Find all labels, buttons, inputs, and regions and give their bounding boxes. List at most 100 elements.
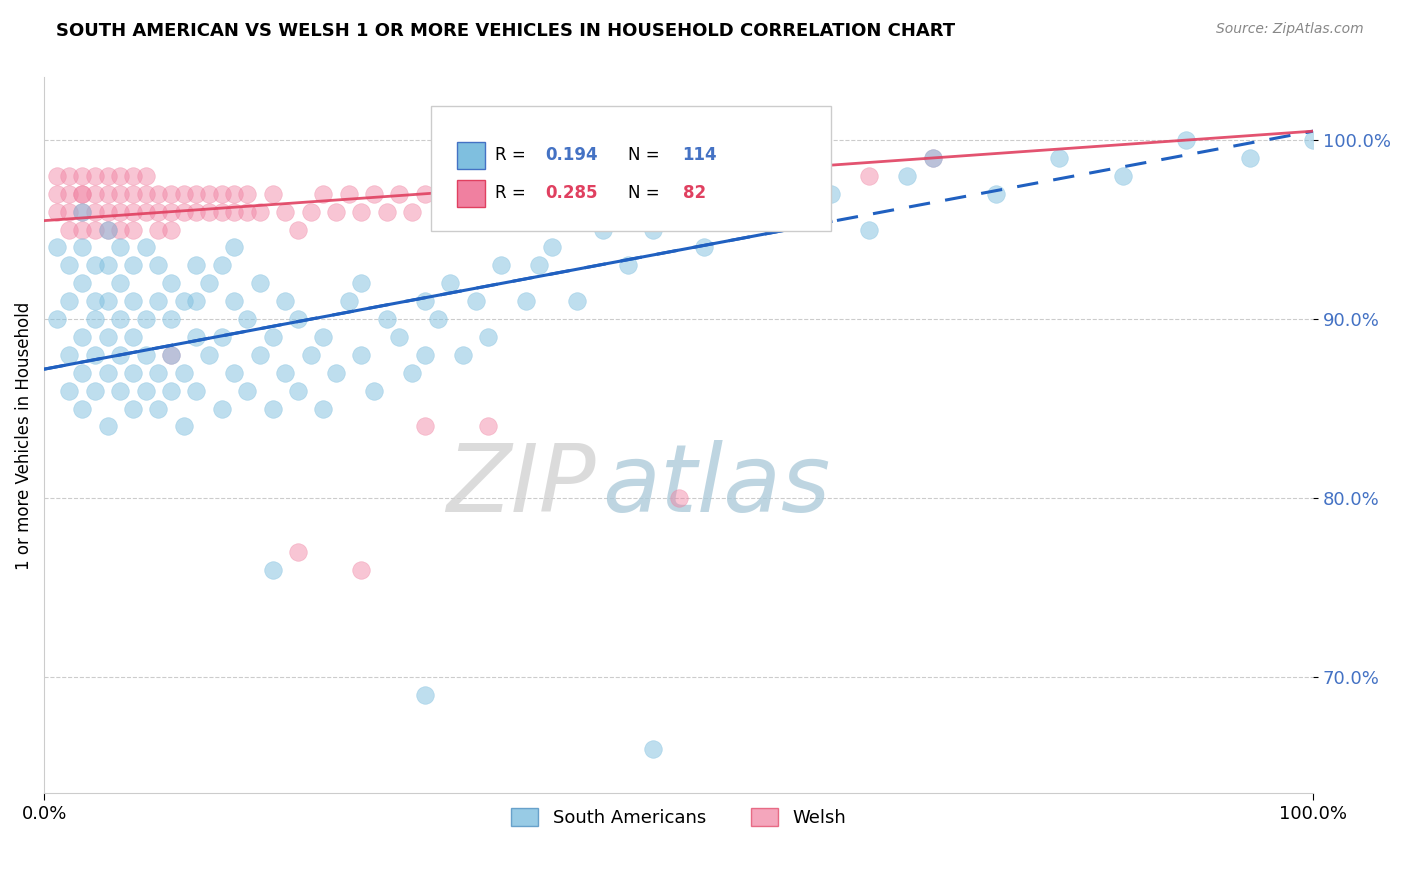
Text: N =: N = bbox=[628, 146, 665, 164]
Point bbox=[122, 401, 145, 416]
Point bbox=[160, 348, 183, 362]
Point bbox=[299, 348, 322, 362]
Point bbox=[1302, 133, 1324, 147]
Point bbox=[70, 169, 93, 183]
Point bbox=[97, 222, 120, 236]
Point bbox=[363, 384, 385, 398]
Point bbox=[198, 186, 221, 201]
Point bbox=[83, 384, 105, 398]
Y-axis label: 1 or more Vehicles in Household: 1 or more Vehicles in Household bbox=[15, 301, 32, 569]
Point bbox=[375, 312, 398, 326]
Point bbox=[160, 186, 183, 201]
Point bbox=[794, 151, 817, 165]
Point bbox=[211, 401, 233, 416]
Point bbox=[375, 204, 398, 219]
Point bbox=[83, 222, 105, 236]
Point bbox=[236, 312, 259, 326]
Point bbox=[110, 312, 132, 326]
Point bbox=[83, 204, 105, 219]
Point bbox=[731, 204, 754, 219]
Point bbox=[45, 169, 67, 183]
Point bbox=[211, 186, 233, 201]
Point bbox=[489, 186, 512, 201]
Point bbox=[287, 545, 309, 559]
Point bbox=[287, 384, 309, 398]
Point bbox=[135, 169, 157, 183]
Text: 82: 82 bbox=[682, 184, 706, 202]
Point bbox=[515, 294, 537, 309]
Point bbox=[464, 186, 486, 201]
Point bbox=[693, 240, 716, 254]
Point bbox=[58, 186, 80, 201]
Point bbox=[83, 294, 105, 309]
Point bbox=[565, 186, 588, 201]
Point bbox=[668, 491, 690, 505]
Point bbox=[160, 384, 183, 398]
Point bbox=[249, 348, 271, 362]
Point bbox=[58, 169, 80, 183]
Point bbox=[135, 186, 157, 201]
Point bbox=[70, 401, 93, 416]
Point bbox=[186, 258, 208, 272]
Point bbox=[135, 384, 157, 398]
Point bbox=[489, 258, 512, 272]
Point bbox=[858, 169, 880, 183]
Point bbox=[236, 384, 259, 398]
Point bbox=[896, 169, 918, 183]
Point bbox=[274, 366, 297, 380]
Point bbox=[122, 222, 145, 236]
Point bbox=[592, 169, 614, 183]
Point bbox=[262, 330, 284, 344]
Point bbox=[198, 277, 221, 291]
Point bbox=[274, 294, 297, 309]
Text: R =: R = bbox=[495, 146, 530, 164]
Point bbox=[58, 222, 80, 236]
Point bbox=[363, 186, 385, 201]
Point bbox=[249, 204, 271, 219]
Point bbox=[413, 419, 436, 434]
Point bbox=[45, 240, 67, 254]
Point bbox=[325, 204, 347, 219]
Point bbox=[439, 204, 461, 219]
Point bbox=[211, 204, 233, 219]
Point bbox=[224, 366, 246, 380]
Point bbox=[148, 401, 170, 416]
Point bbox=[70, 186, 93, 201]
Point bbox=[135, 240, 157, 254]
Point bbox=[527, 258, 550, 272]
Point bbox=[262, 401, 284, 416]
Point bbox=[262, 563, 284, 577]
Point bbox=[274, 204, 297, 219]
Legend: South Americans, Welsh: South Americans, Welsh bbox=[503, 801, 853, 834]
Point bbox=[540, 186, 562, 201]
Point bbox=[148, 204, 170, 219]
Point bbox=[45, 312, 67, 326]
Point bbox=[135, 312, 157, 326]
Point bbox=[224, 204, 246, 219]
Text: 0.194: 0.194 bbox=[546, 146, 598, 164]
Point bbox=[668, 169, 690, 183]
Point bbox=[97, 419, 120, 434]
Point bbox=[58, 294, 80, 309]
Point bbox=[287, 312, 309, 326]
Point bbox=[148, 258, 170, 272]
Point bbox=[477, 419, 499, 434]
Point bbox=[173, 204, 195, 219]
Point bbox=[122, 186, 145, 201]
Text: ZIP: ZIP bbox=[447, 440, 596, 531]
Text: R =: R = bbox=[495, 184, 530, 202]
Point bbox=[83, 258, 105, 272]
Point bbox=[413, 186, 436, 201]
Point bbox=[173, 294, 195, 309]
Point bbox=[312, 186, 335, 201]
Point bbox=[83, 186, 105, 201]
Point bbox=[186, 204, 208, 219]
Point bbox=[70, 204, 93, 219]
Point bbox=[148, 222, 170, 236]
Point bbox=[198, 348, 221, 362]
Point bbox=[45, 204, 67, 219]
Point bbox=[643, 741, 665, 756]
Point bbox=[731, 186, 754, 201]
Point bbox=[110, 348, 132, 362]
Point bbox=[921, 151, 943, 165]
